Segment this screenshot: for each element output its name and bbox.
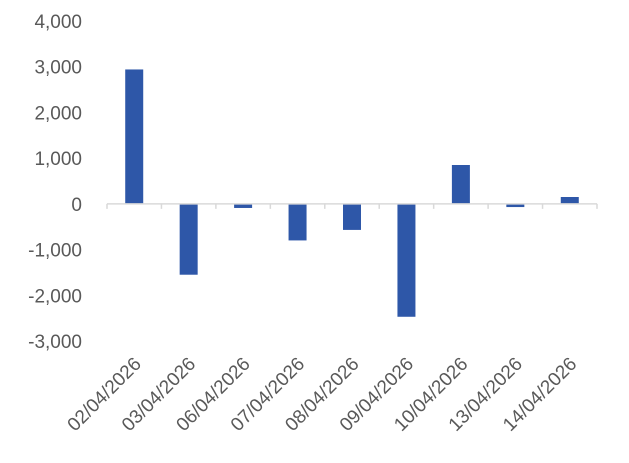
x-axis-ticks: 02/04/202603/04/202606/04/202607/04/2026…: [64, 203, 598, 436]
bar: [343, 203, 361, 230]
y-tick-label: 0: [71, 195, 82, 216]
y-tick-label: 3,000: [34, 58, 82, 79]
bar: [451, 165, 470, 204]
bar: [288, 203, 307, 241]
y-tick-label: -2,000: [28, 286, 82, 307]
bar: [234, 203, 253, 208]
y-tick-label: 2,000: [34, 103, 82, 124]
bar: [125, 69, 144, 204]
y-tick-label: 4,000: [34, 12, 82, 33]
y-tick-label: -3,000: [28, 332, 82, 353]
bar: [397, 203, 416, 317]
bar: [179, 203, 198, 275]
bars: [125, 69, 579, 317]
y-tick-label: -1,000: [28, 241, 82, 262]
y-axis-ticks: 4,000 3,000 2,000 1,000 0 -1,000 -2,000 -3,000: [28, 12, 82, 353]
y-tick-label: 1,000: [34, 149, 82, 170]
bar: [560, 197, 579, 204]
bar: [506, 203, 525, 208]
